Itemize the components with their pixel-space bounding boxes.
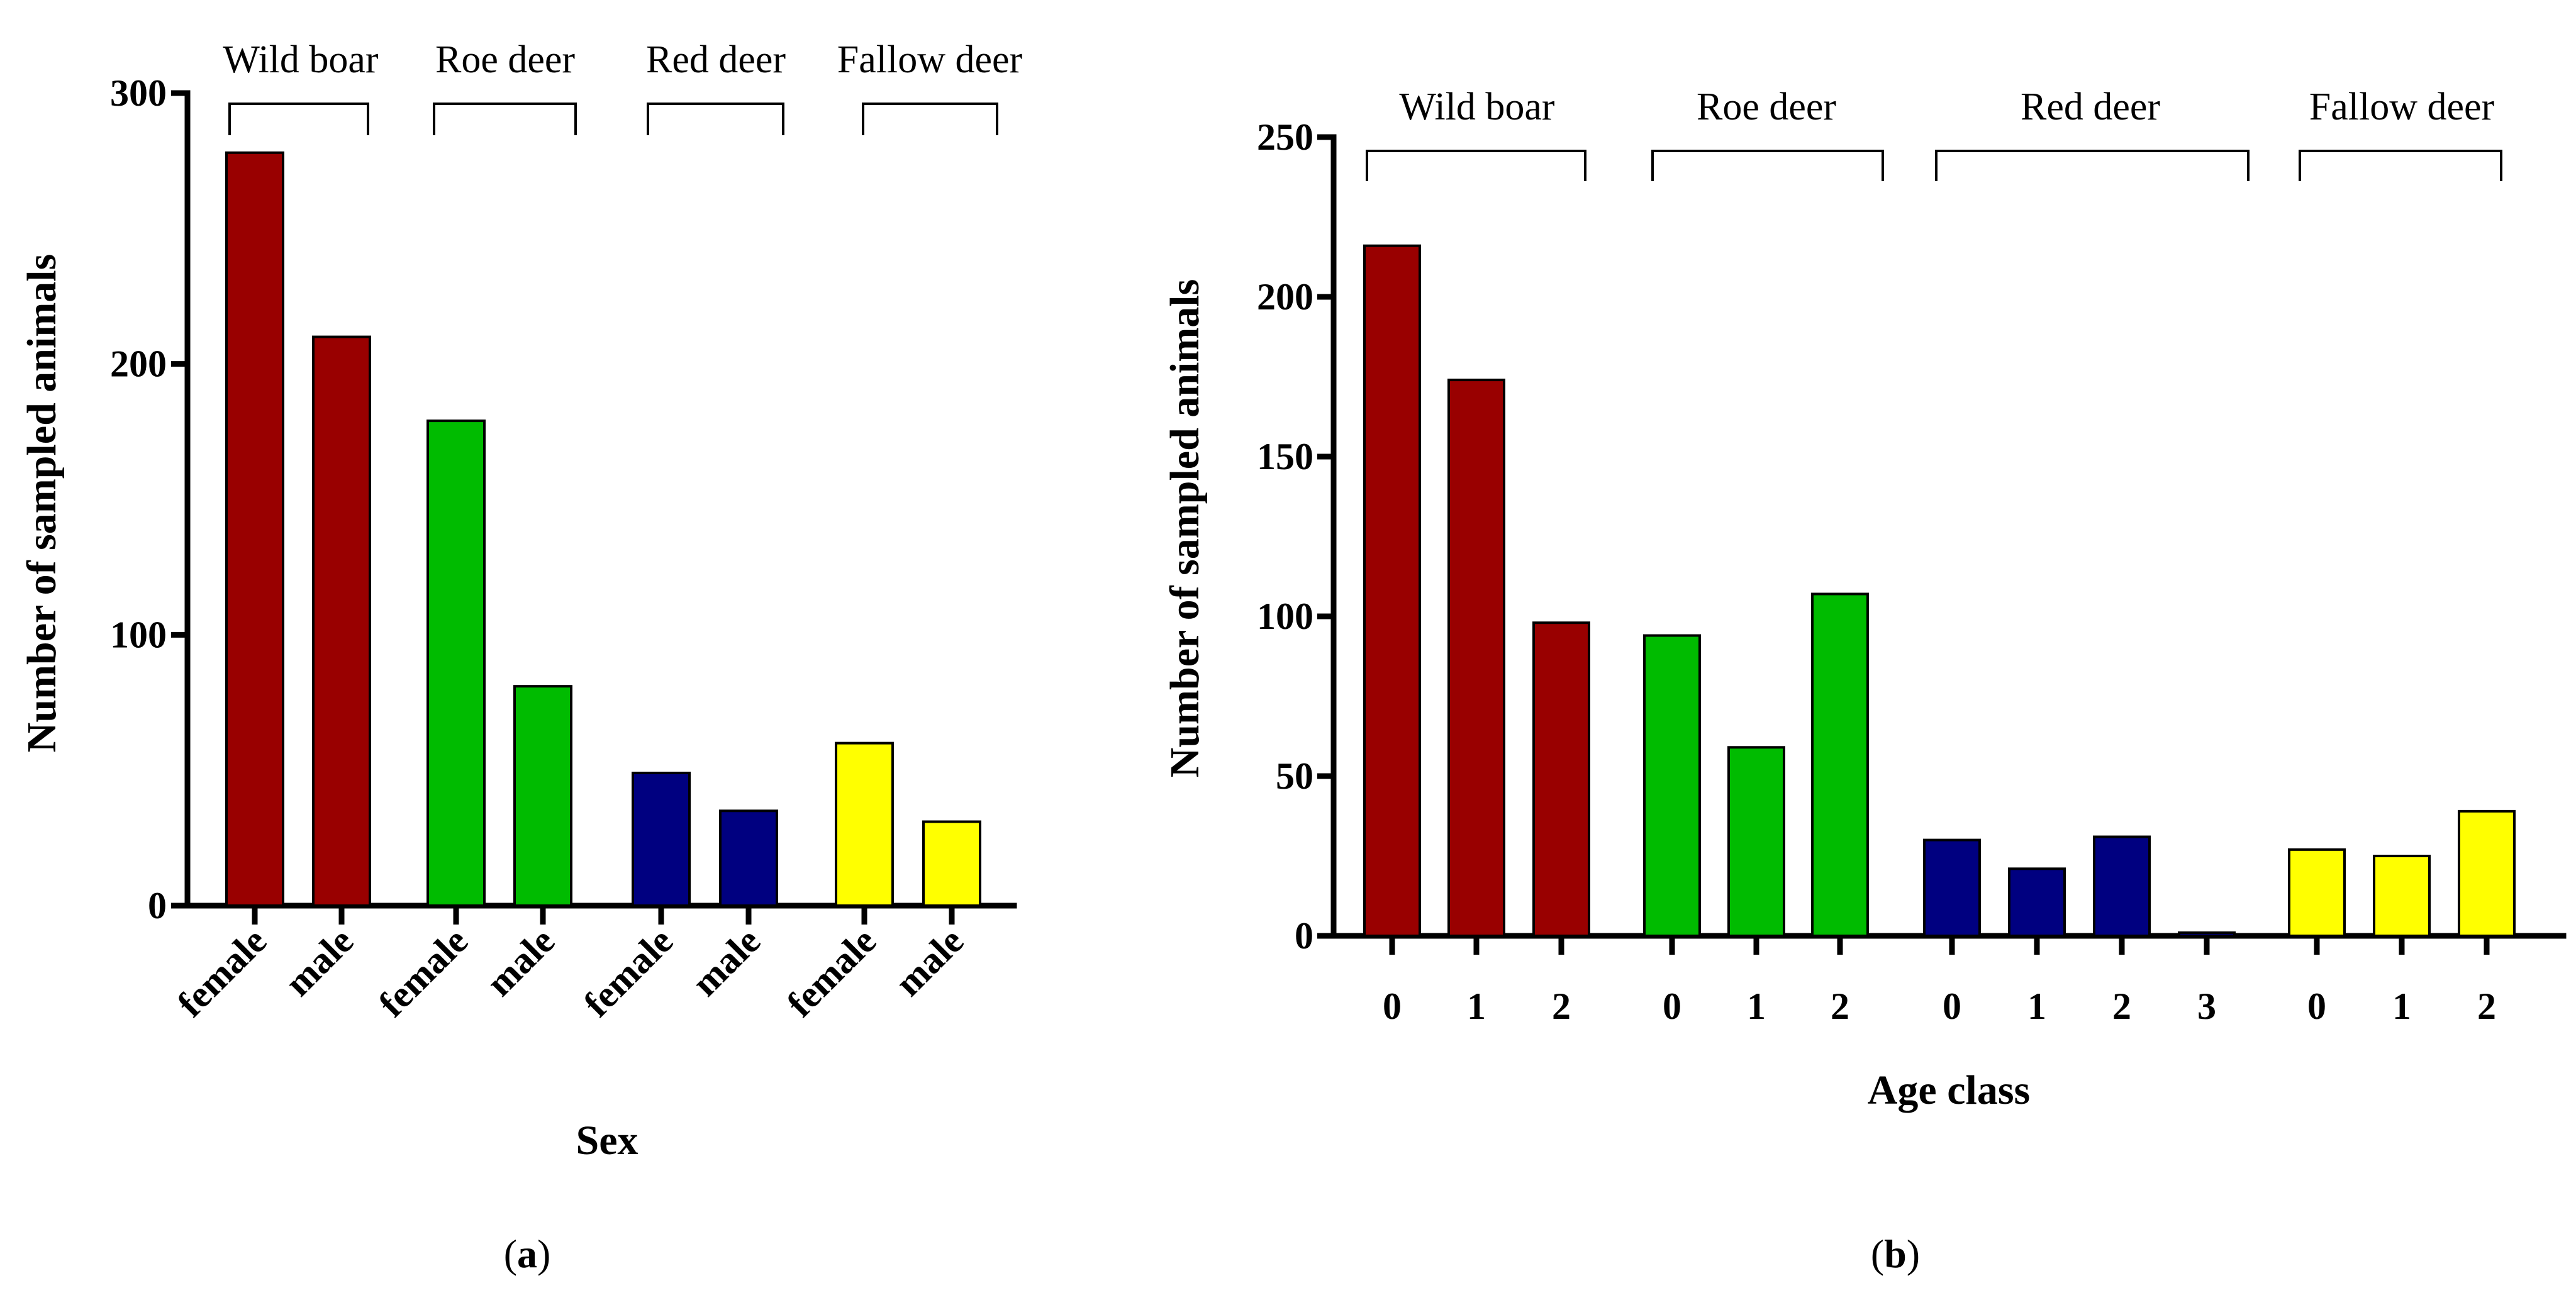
bar [1643, 634, 1701, 937]
group-bracket [1366, 150, 1586, 181]
x-tick-label: 0 [1663, 986, 1681, 1027]
bar [312, 335, 371, 907]
group-label: Roe deer [435, 38, 575, 81]
group-bracket [228, 103, 369, 135]
bar [1727, 746, 1785, 938]
bar [1811, 592, 1869, 937]
x-tick-label: 1 [1467, 986, 1486, 1027]
group-label: Red deer [2021, 86, 2160, 128]
bar [2178, 931, 2236, 938]
y-tick-label: 150 [1257, 436, 1313, 477]
y-axis-title: Number of sampled animals [1162, 279, 1208, 778]
x-tick-label: 1 [2392, 986, 2411, 1027]
x-tick-label: male [887, 920, 971, 1004]
group-bracket [433, 103, 577, 135]
x-tick-label: male [684, 920, 768, 1004]
x-tick-label: 2 [1552, 986, 1571, 1027]
bar [2093, 835, 2151, 938]
group-bracket [862, 103, 998, 135]
group-bracket [1651, 150, 1884, 181]
bar [1532, 621, 1590, 937]
group-bracket [647, 103, 784, 135]
x-tick-label: 0 [1383, 986, 1402, 1027]
x-tick-label: 2 [2112, 986, 2131, 1027]
x-tick-label: female [371, 920, 476, 1025]
group-label: Roe deer [1697, 86, 1836, 128]
x-tick-label: 1 [2027, 986, 2046, 1027]
bar [835, 742, 894, 907]
y-tick-label: 0 [1295, 915, 1313, 957]
y-tick-label: 300 [110, 72, 167, 114]
bar [1923, 838, 1981, 937]
y-tick-label: 100 [1257, 596, 1313, 637]
bar [513, 685, 572, 908]
x-tick-label: 0 [1943, 986, 1961, 1027]
group-bracket [1935, 150, 2250, 181]
bar [1363, 244, 1421, 938]
group-bracket [2299, 150, 2502, 181]
x-tick-label: male [478, 920, 562, 1004]
x-tick-label: male [277, 920, 361, 1004]
panel-label: (b) [1871, 1231, 1920, 1276]
y-tick-label: 100 [110, 614, 167, 655]
x-axis-title: Sex [576, 1118, 638, 1164]
y-tick-label: 200 [110, 343, 167, 385]
bar [922, 820, 981, 907]
y-axis-title: Number of sampled animals [19, 254, 65, 753]
bar [225, 151, 284, 907]
x-tick-label: female [779, 920, 884, 1025]
panel-letter: a [517, 1231, 537, 1276]
group-label: Fallow deer [2309, 86, 2495, 128]
panel-a-chart: 0 100 200 300 Number of sampled animals Sex Wi… [19, 38, 1023, 1276]
bar [427, 419, 486, 907]
panel-label: (a) [504, 1231, 551, 1276]
x-tick-label: 1 [1747, 986, 1766, 1027]
x-axis-title: Age class [1868, 1067, 2030, 1113]
x-tick-label: 2 [2477, 986, 2496, 1027]
y-tick-label: 50 [1276, 755, 1313, 797]
bar [2008, 867, 2066, 937]
bar [2288, 848, 2346, 937]
group-label: Red deer [646, 38, 786, 81]
group-label: Wild boar [1399, 86, 1555, 128]
x-tick-label: female [169, 920, 274, 1025]
bar [2373, 855, 2431, 937]
group-label: Fallow deer [837, 38, 1023, 81]
group-label: Wild boar [223, 38, 379, 81]
x-tick-label: 0 [2307, 986, 2326, 1027]
x-tick-label: 2 [1831, 986, 1849, 1027]
x-tick-label: 3 [2197, 986, 2216, 1027]
bar [1447, 379, 1505, 937]
bar [632, 771, 691, 908]
y-tick-label: 250 [1257, 116, 1313, 158]
y-tick-label: 0 [148, 885, 167, 926]
bar [2458, 809, 2516, 937]
x-tick-label: female [576, 920, 681, 1025]
panel-letter: b [1884, 1231, 1907, 1276]
bar [719, 809, 778, 908]
y-tick-label: 200 [1257, 276, 1313, 318]
